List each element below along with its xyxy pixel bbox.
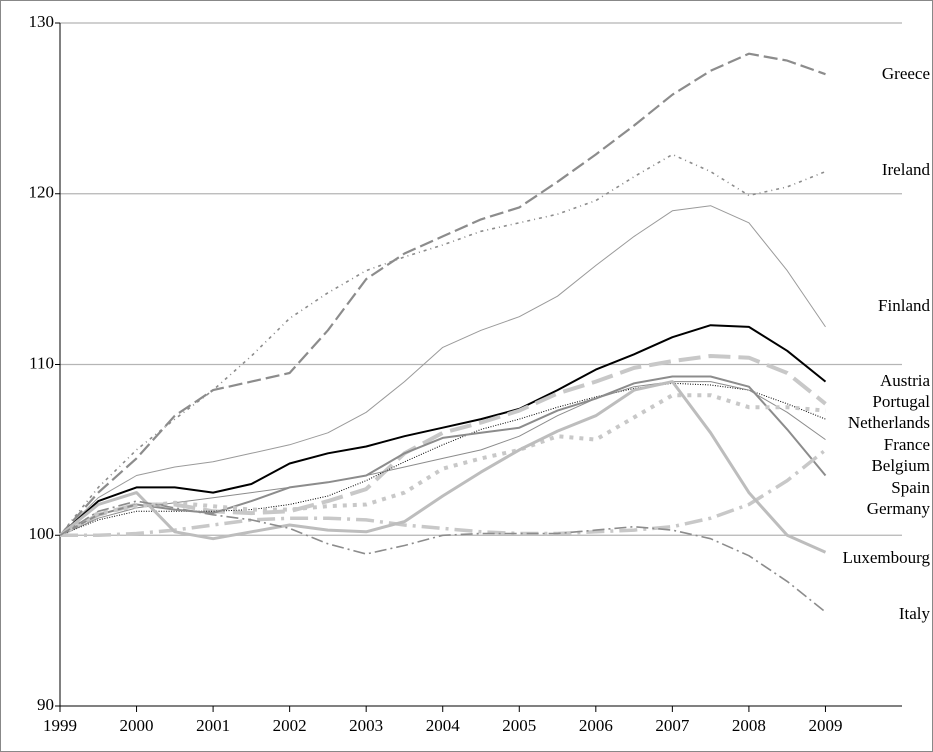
series-line	[59, 52, 826, 537]
y-tick-label: 130	[29, 12, 55, 31]
x-tick-label: 2000	[120, 716, 154, 735]
series-line	[59, 205, 826, 536]
series-label: Germany	[867, 499, 931, 518]
y-tick-label: 120	[29, 183, 55, 202]
series-label: Ireland	[882, 160, 931, 179]
y-tick-label: 110	[29, 353, 54, 372]
series-line	[59, 500, 827, 613]
series-line	[59, 381, 826, 536]
series-line	[59, 380, 827, 554]
series-line	[59, 153, 826, 536]
series-label: France	[884, 435, 930, 454]
series-line	[59, 354, 827, 538]
series-label: Italy	[899, 604, 931, 623]
series-label: Portugal	[872, 392, 930, 411]
x-tick-label: 2004	[426, 716, 461, 735]
series-line	[58, 393, 826, 538]
y-tick-label: 100	[29, 524, 55, 543]
series-label: Spain	[891, 478, 930, 497]
series-label: Netherlands	[848, 413, 930, 432]
y-tick-label: 90	[37, 695, 54, 714]
x-tick-label: 1999	[43, 716, 77, 735]
series-line	[59, 324, 827, 537]
series-label: Finland	[878, 296, 930, 315]
x-tick-label: 2006	[579, 716, 613, 735]
x-tick-label: 2009	[808, 716, 842, 735]
x-tick-label: 2005	[502, 716, 536, 735]
x-tick-label: 2007	[655, 716, 690, 735]
x-tick-label: 2001	[196, 716, 230, 735]
x-tick-label: 2003	[349, 716, 383, 735]
series-label: Luxembourg	[842, 548, 930, 567]
x-tick-label: 2002	[273, 716, 307, 735]
series-label: Belgium	[871, 456, 930, 475]
x-tick-label: 2008	[732, 716, 766, 735]
series-label: Greece	[882, 64, 930, 83]
series-line	[60, 448, 827, 538]
series-line	[59, 382, 826, 536]
series-label: Austria	[880, 371, 931, 390]
